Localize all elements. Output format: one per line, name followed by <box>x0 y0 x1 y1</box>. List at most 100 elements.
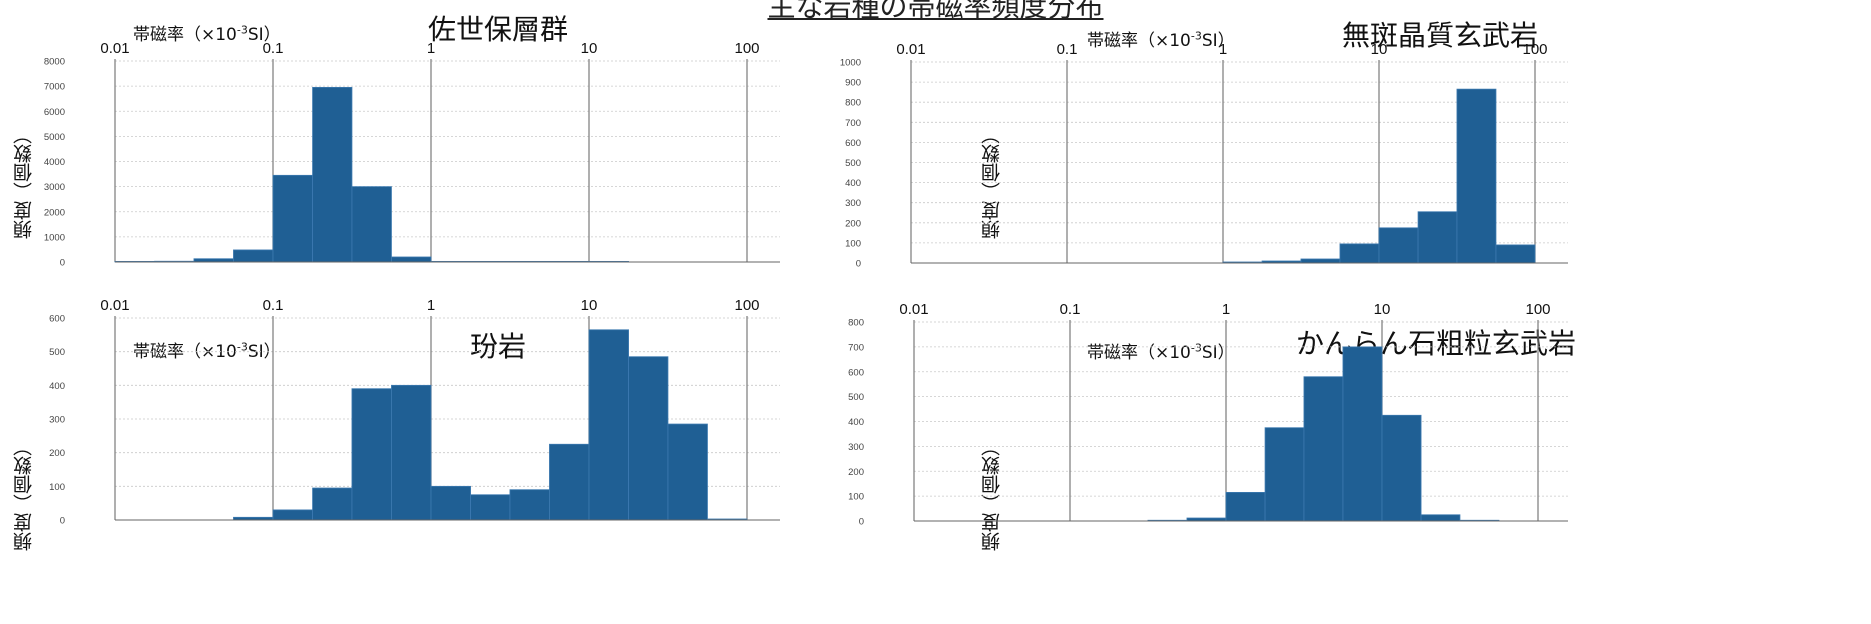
y-tick-label: 8000 <box>44 57 65 68</box>
x-axis-unit-prefix: 帯磁率（×10 <box>133 25 237 45</box>
y-tick-label: 600 <box>848 367 864 378</box>
histogram-bar <box>1417 211 1458 264</box>
chart-panel-porphyrite: 玢岩 帯磁率（×10-3SI） 頻度（個数） 0 100 200 300 400 500 6… <box>0 297 935 624</box>
y-tick-label: 1000 <box>44 232 65 243</box>
chart-title: 玢岩 <box>470 330 527 363</box>
x-tick-label: 0.01 <box>100 297 129 314</box>
y-tick-label: 2000 <box>44 207 65 218</box>
histogram-aphyric-basalt: 0 100 200 300 400 500 600 700 800 900 1000 0.01 0.1 1… <box>840 41 1568 270</box>
histogram-bar <box>272 509 313 521</box>
x-tick-label: 0.01 <box>896 41 925 58</box>
chart-title: 無斑晶質玄武岩 <box>1342 19 1539 52</box>
y-tick-label: 800 <box>845 98 861 109</box>
y-tick-label: 900 <box>845 78 861 89</box>
y-tick-label: 800 <box>848 318 864 329</box>
x-tick-label: 1 <box>427 40 435 57</box>
x-tick-label: 1 <box>1219 41 1227 58</box>
x-tick-label: 1 <box>1222 301 1230 318</box>
x-axis-unit-label: 帯磁率（×10-3SI） <box>133 20 281 45</box>
x-tick-label: 100 <box>1525 301 1550 318</box>
x-tick-label: 10 <box>581 297 598 314</box>
chart-panel-sasebo: 佐世保層群 帯磁率（×10-3SI） 頻度（個数） 0 1000 2000 3000 4… <box>0 0 935 312</box>
x-axis-unit-prefix: 帯磁率（×10 <box>1087 343 1191 363</box>
y-tick-label: 500 <box>848 392 864 403</box>
y-tick-label: 3000 <box>44 182 65 193</box>
histogram-bar <box>1300 258 1341 264</box>
histogram-bar <box>233 249 274 263</box>
x-tick-label: 0.1 <box>1057 41 1078 58</box>
y-tick-label: 0 <box>856 259 861 270</box>
histogram-bar <box>1495 244 1536 264</box>
x-axis-unit-exponent: -3 <box>1190 29 1202 43</box>
y-tick-label: 4000 <box>44 157 65 168</box>
x-tick-label: 100 <box>734 40 759 57</box>
x-tick-label: 1 <box>427 297 435 314</box>
histogram-bar <box>470 494 511 521</box>
y-tick-label: 300 <box>845 198 861 209</box>
y-tick-label: 6000 <box>44 107 65 118</box>
histogram-sasebo: 0 1000 2000 3000 4000 5000 6000 7000 8000 0.01 0.1… <box>44 40 780 269</box>
x-tick-label: 0.01 <box>899 301 928 318</box>
histogram-bar <box>391 256 432 263</box>
histogram-bar <box>1381 414 1422 522</box>
y-tick-label: 700 <box>845 118 861 129</box>
histogram-bar <box>588 329 629 521</box>
x-tick-label: 0.01 <box>100 40 129 57</box>
histogram-bar <box>1342 346 1383 522</box>
histogram-bar <box>272 174 313 263</box>
x-axis-unit-exponent: -3 <box>236 340 248 354</box>
y-tick-label: 500 <box>49 347 65 358</box>
histogram-bar <box>1378 227 1419 264</box>
histogram-bar <box>1264 427 1305 522</box>
histogram-bar <box>1339 243 1380 264</box>
x-axis-unit-label: 帯磁率（×10-3SI） <box>1087 26 1235 51</box>
y-tick-label: 100 <box>848 492 864 503</box>
chart-panel-olivine-dolerite: かんらん石粗粒玄武岩 帯磁率（×10-3SI） 頻度（個数） 0 100 200 30… <box>848 301 1871 624</box>
histogram-bar <box>1420 514 1461 522</box>
y-tick-label: 300 <box>49 415 65 426</box>
histogram-bar <box>1456 88 1497 264</box>
x-axis-unit-prefix: 帯磁率（×10 <box>1087 31 1191 51</box>
y-tick-label: 200 <box>845 218 861 229</box>
y-tick-label: 100 <box>49 482 65 493</box>
y-tick-label: 700 <box>848 342 864 353</box>
y-tick-label: 400 <box>845 178 861 189</box>
x-tick-label: 0.1 <box>263 40 284 57</box>
y-tick-label: 300 <box>848 442 864 453</box>
y-tick-label: 0 <box>60 516 65 527</box>
y-tick-label: 200 <box>848 467 864 478</box>
histogram-bar <box>509 489 550 521</box>
page-title: 主な岩種の帯磁率頻度分布 <box>767 0 1104 23</box>
x-tick-label: 0.1 <box>1060 301 1081 318</box>
histogram-bar <box>667 423 708 521</box>
y-tick-label: 400 <box>848 417 864 428</box>
histogram-porphyrite: 0 100 200 300 400 500 600 0.01 0.1 1 10 100 <box>49 297 780 527</box>
chart-title: 佐世保層群 <box>428 13 569 46</box>
x-axis-unit-suffix: SI） <box>1201 31 1235 51</box>
y-tick-label: 400 <box>49 381 65 392</box>
y-tick-label: 0 <box>859 517 864 528</box>
x-axis-unit-exponent: -3 <box>236 23 248 37</box>
histogram-bar <box>351 186 392 263</box>
y-tick-label: 1000 <box>840 58 861 69</box>
y-tick-label: 7000 <box>44 82 65 93</box>
x-tick-label: 100 <box>734 297 759 314</box>
histogram-olivine-dolerite: 0 100 200 300 400 500 600 700 800 0.01 0.1 1 10 100 <box>848 301 1568 528</box>
x-axis-unit-exponent: -3 <box>1190 341 1202 355</box>
y-tick-label: 100 <box>845 238 861 249</box>
histogram-bar <box>391 384 432 521</box>
chart-panel-aphyric-basalt: 無斑晶質玄武岩 帯磁率（×10-3SI） 頻度（個数） 0 100 200 300 40… <box>840 0 1871 312</box>
x-tick-label: 10 <box>1371 41 1388 58</box>
y-tick-label: 200 <box>49 448 65 459</box>
histogram-bar <box>430 485 471 521</box>
histogram-bar <box>312 86 353 263</box>
x-axis-unit-suffix: SI） <box>247 25 281 45</box>
histogram-bar <box>1303 376 1344 522</box>
x-tick-label: 10 <box>1374 301 1391 318</box>
histogram-bar <box>351 388 392 521</box>
y-tick-label: 600 <box>845 138 861 149</box>
y-tick-label: 500 <box>845 158 861 169</box>
y-tick-label: 600 <box>49 314 65 325</box>
x-tick-label: 100 <box>1522 41 1547 58</box>
histogram-bar <box>1225 491 1266 522</box>
